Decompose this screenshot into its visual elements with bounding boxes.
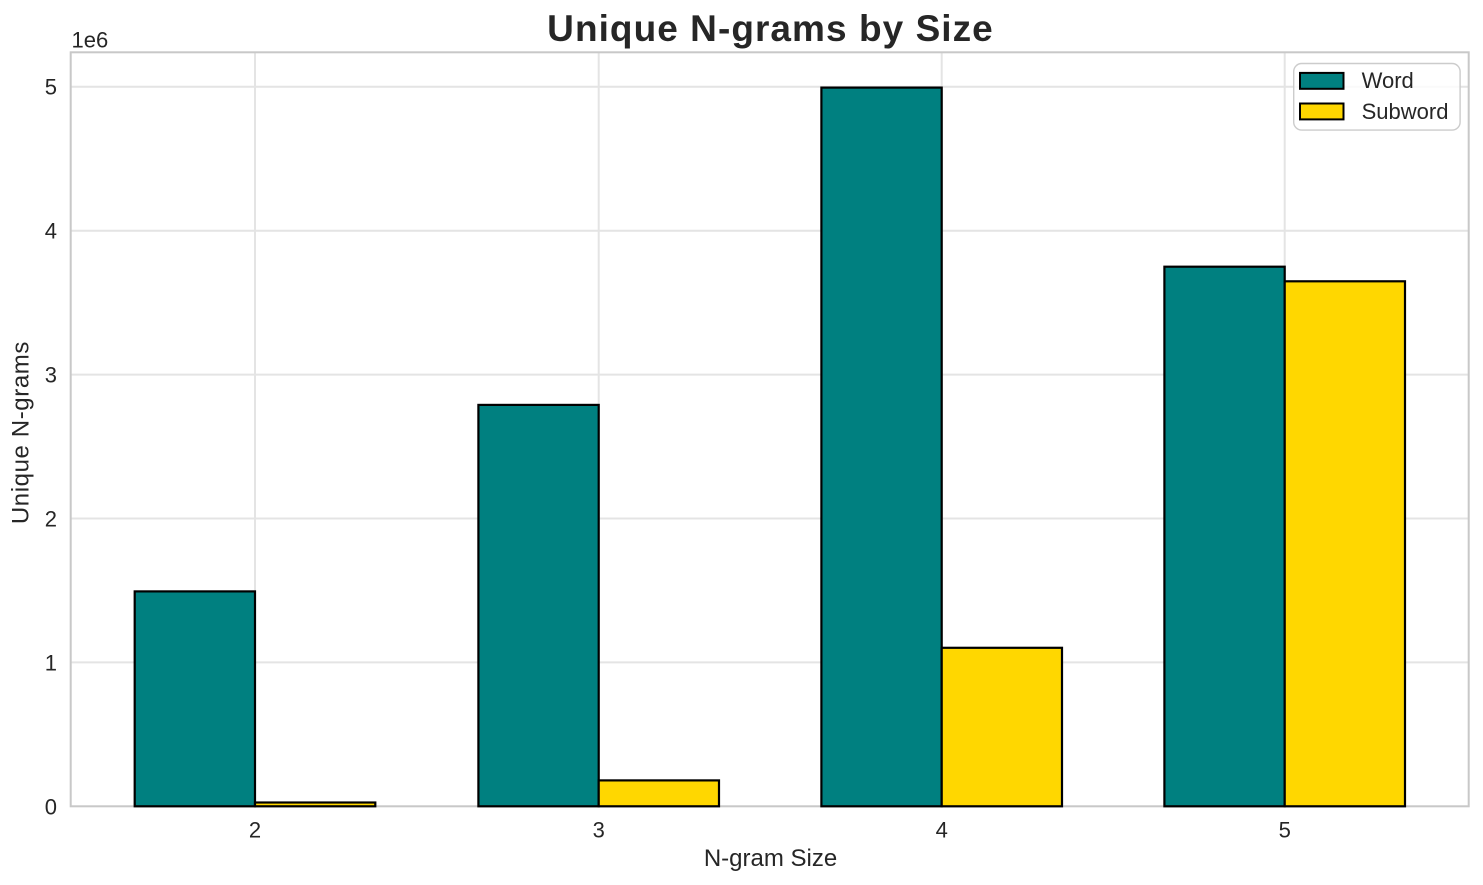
svg-text:3: 3 bbox=[45, 363, 57, 388]
svg-text:1: 1 bbox=[45, 650, 57, 675]
svg-text:Unique N-grams by Size: Unique N-grams by Size bbox=[547, 8, 994, 49]
svg-text:5: 5 bbox=[45, 75, 57, 100]
svg-text:4: 4 bbox=[936, 818, 948, 843]
svg-text:Subword: Subword bbox=[1362, 99, 1449, 124]
svg-text:1e6: 1e6 bbox=[72, 27, 109, 52]
svg-text:0: 0 bbox=[45, 794, 57, 819]
svg-text:3: 3 bbox=[593, 818, 605, 843]
svg-text:Unique N-grams: Unique N-grams bbox=[8, 341, 35, 524]
svg-text:5: 5 bbox=[1279, 818, 1291, 843]
svg-text:N-gram Size: N-gram Size bbox=[704, 845, 837, 872]
svg-text:2: 2 bbox=[249, 818, 261, 843]
svg-text:4: 4 bbox=[45, 219, 57, 244]
svg-text:2: 2 bbox=[45, 507, 57, 532]
svg-text:Word: Word bbox=[1362, 68, 1414, 93]
